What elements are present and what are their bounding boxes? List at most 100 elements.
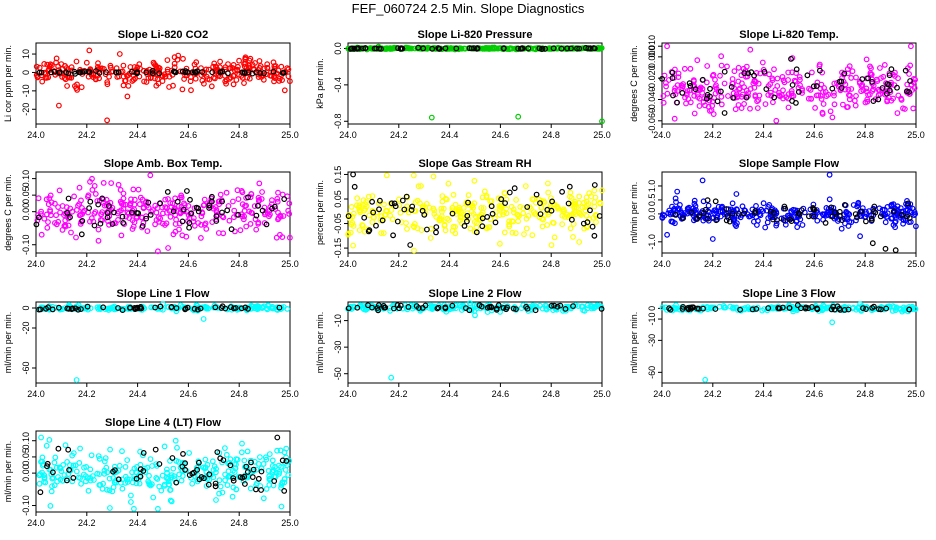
data-point: [234, 66, 241, 73]
data-point: [713, 82, 719, 89]
data-point: [360, 222, 366, 229]
data-point: [903, 207, 909, 214]
data-point: [752, 93, 759, 100]
data-point: [170, 465, 177, 472]
data-point: [74, 86, 80, 93]
data-point: [263, 456, 270, 463]
data-point: [445, 45, 452, 52]
data-point: [132, 75, 138, 82]
data-point: [828, 208, 835, 215]
data-point: [793, 66, 800, 73]
data-point: [807, 86, 814, 93]
data-point: [674, 188, 681, 195]
series-selected: [36, 67, 287, 77]
data-point: [212, 204, 219, 210]
x-tick-label: 24.4: [129, 259, 147, 269]
x-tick-label: 24.2: [390, 389, 408, 399]
data-point: [124, 73, 131, 79]
data-point: [872, 209, 879, 216]
data-point: [709, 236, 716, 242]
data-point: [765, 91, 772, 98]
data-point: [414, 225, 421, 232]
data-point: [260, 495, 267, 502]
data-point: [719, 203, 725, 210]
data-point: [77, 445, 83, 452]
data-point: [569, 216, 575, 223]
data-point: [348, 203, 355, 210]
data-point: [169, 455, 176, 461]
data-point: [721, 110, 728, 116]
data-point: [252, 486, 259, 493]
data-point: [431, 207, 438, 214]
data-point: [576, 209, 583, 216]
series-selected: [37, 434, 290, 496]
data-point: [392, 203, 399, 210]
x-tick-label: 24.2: [78, 518, 96, 528]
y-tick-label: -0.8: [333, 114, 343, 130]
data-point: [883, 90, 890, 97]
data-point: [687, 65, 694, 72]
data-point: [217, 483, 224, 490]
data-point: [205, 481, 212, 488]
data-point: [680, 304, 686, 310]
data-point: [69, 478, 76, 485]
data-point: [465, 199, 471, 206]
x-tick-label: 25.0: [907, 130, 925, 140]
data-point: [86, 47, 93, 54]
data-point: [810, 83, 817, 90]
data-point: [134, 69, 141, 76]
data-point: [680, 81, 686, 87]
data-point: [246, 75, 253, 82]
data-point: [888, 81, 894, 88]
data-point: [587, 207, 593, 214]
data-point: [417, 200, 423, 207]
data-point: [855, 202, 861, 209]
data-point: [266, 473, 273, 480]
data-point: [558, 45, 565, 52]
chart-panel-2: Slope Li-820 Pressure kPa per min. 24.0 24.…: [315, 29, 611, 140]
data-point: [512, 230, 519, 237]
x-tick-label: 24.0: [27, 130, 45, 140]
data-point: [870, 86, 877, 93]
data-point: [785, 104, 792, 111]
data-point: [167, 497, 174, 504]
data-point: [574, 45, 580, 52]
data-point: [543, 305, 549, 312]
data-point: [691, 197, 698, 204]
chart-panel-8: Slope Line 2 Flow ml/min per min. 24.0 24.2…: [315, 288, 611, 399]
y-tick-label: -0.040: [647, 87, 657, 113]
data-point: [91, 222, 98, 229]
data-point: [666, 305, 672, 312]
data-point: [866, 91, 873, 98]
data-point: [228, 226, 235, 233]
data-point: [130, 186, 137, 193]
data-point: [442, 227, 449, 234]
data-point: [361, 207, 368, 214]
data-point: [686, 80, 693, 87]
data-point: [270, 305, 276, 312]
data-point: [209, 458, 216, 465]
data-point: [598, 306, 605, 312]
data-point: [908, 43, 914, 50]
data-point: [664, 90, 671, 97]
data-point: [121, 221, 128, 228]
data-point: [216, 490, 223, 497]
data-point: [115, 69, 122, 76]
y-tick-label: -10: [333, 314, 343, 327]
data-point: [124, 457, 131, 464]
data-point: [152, 62, 159, 69]
data-point: [391, 302, 398, 309]
data-point: [206, 205, 213, 211]
data-point: [54, 69, 61, 76]
data-point: [559, 188, 565, 195]
x-tick-label: 24.8: [542, 130, 560, 140]
data-point: [405, 304, 412, 310]
data-point: [369, 304, 375, 311]
data-point: [694, 91, 701, 98]
y-axis-label: degrees C per min.: [3, 174, 13, 251]
x-tick-label: 24.6: [180, 130, 198, 140]
data-point: [200, 304, 207, 311]
data-point: [888, 202, 895, 209]
data-point: [464, 218, 470, 225]
y-tick-label: 0.5: [647, 194, 657, 207]
